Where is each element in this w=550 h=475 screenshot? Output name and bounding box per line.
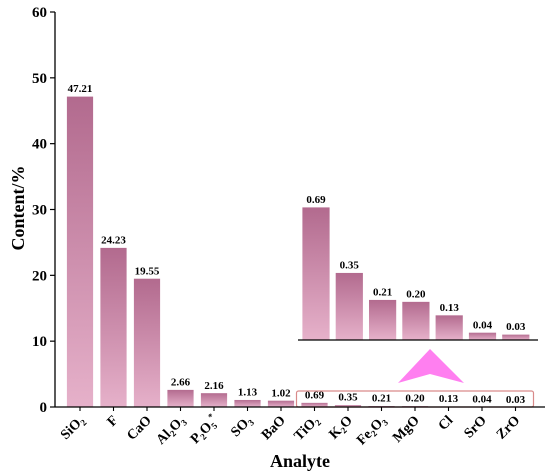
y-tick-label: 60 [32,5,47,21]
bar-value-label: 2.16 [204,380,224,392]
bar [233,399,262,408]
inset-bar [401,301,431,341]
category-label: Al2O3 [154,413,190,449]
category-label: Fe2O3 [354,413,390,449]
bar-value-label: 47.21 [68,83,93,95]
inset-bar-value-label: 0.21 [373,287,392,299]
bar-value-label: 0.03 [506,394,526,406]
bar-value-label: 0.04 [472,394,492,406]
bar-value-label: 1.02 [271,387,291,399]
bar-value-label: 0.13 [439,393,459,405]
bar [133,277,161,408]
bar-value-label: 2.66 [171,376,191,388]
y-tick-label: 50 [32,71,47,87]
category-label: SiO2 [58,413,89,444]
category-label: CaO [124,413,154,443]
y-tick-label: 20 [32,268,47,284]
inset-bar-value-label: 0.04 [473,319,493,331]
y-axis-title: Content/% [8,166,28,251]
category-label: SrO [462,413,490,441]
inset-bar-value-label: 0.13 [440,302,460,314]
category-label: ZrO [494,413,523,442]
bar-value-label: 0.69 [305,389,325,401]
bar [200,392,228,408]
y-tick-label: 40 [32,137,47,153]
category-label: Cl [436,413,457,434]
y-tick-label: 30 [32,203,47,219]
bar-value-label: 1.13 [238,387,258,399]
inset-bar-value-label: 0.20 [406,288,426,300]
bar-value-label: 0.35 [338,392,358,404]
bar-value-label: 19.55 [135,265,160,277]
category-label: BaO [259,413,289,443]
inset-bar [434,314,464,341]
bar [99,247,128,408]
bar [267,399,295,408]
bar [166,389,195,408]
inset-bar [301,206,331,341]
category-label: TiO2 [292,413,324,445]
y-tick-label: 10 [32,334,47,350]
bar-value-label: 24.23 [101,234,126,246]
inset-chart: 0.69 0.35 0.21 0.20 0.13 0.04 0.03 [298,194,538,383]
category-label: F [105,413,122,430]
category-label: P2O5* [186,411,223,448]
inset-bar [334,272,364,341]
inset-bar [468,331,497,341]
magnify-arrow-icon [398,349,464,383]
y-tick-label: 0 [40,400,48,416]
x-axis-title: Analyte [270,451,330,471]
inset-bar-value-label: 0.03 [506,321,526,333]
bar [300,402,329,408]
bar-value-label: 0.20 [405,393,425,405]
bar-value-label: 0.21 [372,393,391,405]
category-label: MgO [390,413,423,446]
inset-bar [368,299,398,341]
bar [66,95,94,408]
inset-bar-value-label: 0.69 [306,194,326,206]
category-label: SO3 [228,413,256,441]
inset-bar [501,333,531,341]
category-label: K2O [327,413,357,443]
inset-bar-value-label: 0.35 [340,260,360,272]
